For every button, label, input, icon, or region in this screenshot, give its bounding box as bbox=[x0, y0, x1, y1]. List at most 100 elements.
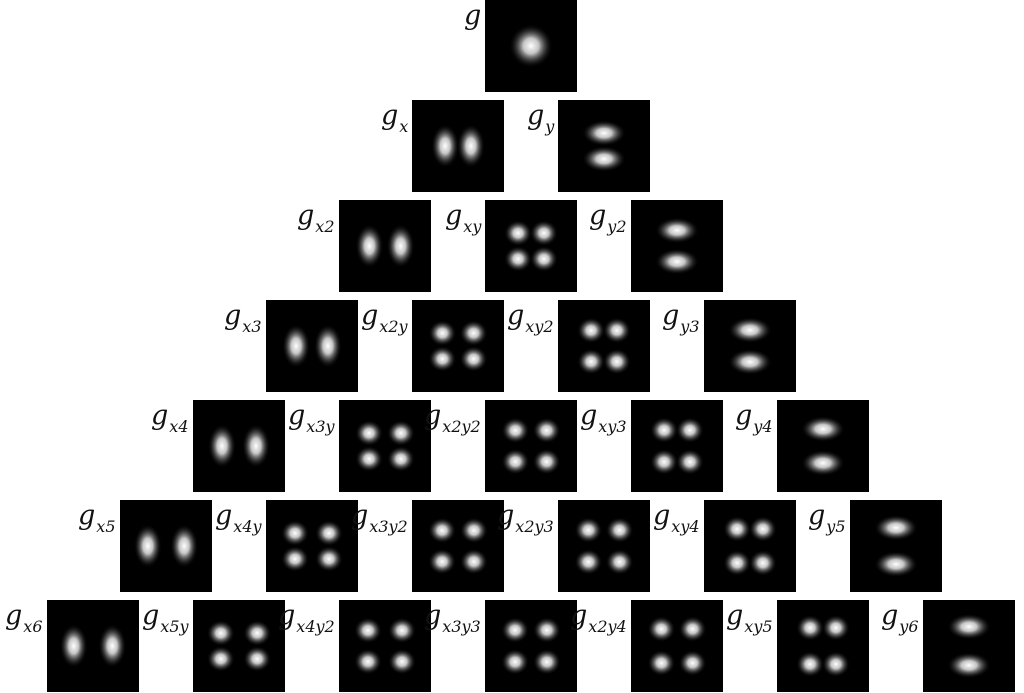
filter-lobe bbox=[428, 345, 457, 372]
filter-lobe bbox=[386, 420, 415, 447]
filter-tile bbox=[339, 600, 431, 692]
filter-lobe bbox=[501, 448, 530, 475]
filter-label: gy4 bbox=[735, 402, 773, 435]
filter-lobe bbox=[529, 220, 558, 247]
filter-label: gx3y2 bbox=[351, 502, 408, 535]
filter-label: gy3 bbox=[662, 300, 700, 335]
filter-lobe bbox=[428, 320, 457, 347]
filter-symbol: g bbox=[589, 200, 607, 231]
filter-lobe bbox=[243, 645, 272, 672]
filter-subscript: y6 bbox=[899, 617, 919, 636]
filter-lobe bbox=[501, 617, 530, 644]
filter-image bbox=[206, 620, 272, 672]
filter-lobe bbox=[428, 517, 457, 544]
filter-tile bbox=[704, 500, 796, 592]
filter-symbol: g bbox=[288, 400, 306, 431]
filter-label: gy6 bbox=[881, 602, 919, 635]
filter-lobe bbox=[459, 345, 488, 372]
filter-symbol: g bbox=[662, 300, 680, 331]
filter-lobe bbox=[647, 650, 676, 676]
filter-tile bbox=[339, 200, 431, 292]
filter-lobe bbox=[313, 324, 342, 368]
filter-lobe bbox=[282, 324, 311, 368]
filter-subscript: x4y bbox=[233, 517, 262, 536]
filter-lobe bbox=[504, 245, 533, 272]
filter-image bbox=[501, 417, 561, 475]
filter-tile bbox=[412, 300, 504, 392]
filter-label: gxy4 bbox=[653, 500, 700, 535]
filter-image bbox=[504, 220, 558, 272]
filter-symbol: g bbox=[278, 600, 296, 631]
filter-lobe bbox=[582, 120, 626, 147]
filter-tile bbox=[266, 300, 358, 392]
filter-subscript: xy5 bbox=[744, 617, 773, 636]
filter-symbol: g bbox=[653, 500, 671, 531]
filter-lobe bbox=[675, 417, 704, 444]
filter-image bbox=[509, 24, 553, 68]
filter-lobe bbox=[355, 420, 384, 447]
filter-lobe bbox=[315, 545, 343, 572]
filter-lobe bbox=[456, 124, 485, 168]
filter-lobe bbox=[133, 524, 162, 568]
filter-lobe bbox=[577, 317, 606, 344]
filter-image bbox=[59, 624, 127, 668]
filter-lobe bbox=[98, 624, 127, 668]
filter-subscript: x3 bbox=[242, 317, 262, 336]
filter-lobe bbox=[605, 517, 634, 544]
filter-subscript: x5 bbox=[96, 517, 116, 536]
filter-tile bbox=[558, 500, 650, 592]
filter-label: gx3y3 bbox=[424, 602, 481, 635]
filter-symbol: g bbox=[726, 600, 744, 631]
filter-lobe bbox=[315, 520, 343, 547]
filter-lobe bbox=[582, 145, 626, 172]
filter-image bbox=[431, 124, 485, 168]
filter-symbol: g bbox=[507, 300, 525, 331]
filter-lobe bbox=[574, 548, 603, 575]
filter-lobe bbox=[206, 620, 235, 647]
filter-lobe bbox=[728, 348, 772, 375]
filter-label: gx5 bbox=[78, 502, 116, 535]
filter-image bbox=[354, 617, 416, 675]
filter-lobe bbox=[947, 652, 991, 679]
filter-lobe bbox=[602, 348, 631, 375]
filter-symbol: g bbox=[464, 0, 482, 31]
filter-symbol: g bbox=[224, 300, 242, 331]
filter-lobe bbox=[748, 550, 777, 576]
filter-tile bbox=[485, 400, 577, 492]
filter-lobe bbox=[655, 217, 699, 244]
filter-image bbox=[801, 416, 845, 476]
filter-label: gx2 bbox=[297, 202, 335, 235]
filter-image bbox=[428, 320, 488, 372]
filter-image bbox=[947, 613, 991, 679]
filter-label: gy2 bbox=[589, 200, 627, 235]
filter-label: gx4 bbox=[151, 402, 189, 435]
filter-label: gx3y bbox=[288, 400, 335, 435]
filter-label: gx6 bbox=[5, 602, 43, 635]
filter-tile bbox=[631, 200, 723, 292]
filter-lobe bbox=[208, 424, 236, 468]
filter-lobe bbox=[428, 548, 457, 575]
filter-tile bbox=[485, 200, 577, 292]
filter-tile bbox=[339, 400, 431, 492]
filter-lobe bbox=[243, 620, 272, 647]
filter-lobe bbox=[655, 248, 699, 275]
filter-subscript: x3y3 bbox=[442, 617, 481, 636]
filter-label: gx2y4 bbox=[570, 602, 627, 635]
filter-image bbox=[281, 520, 343, 572]
filter-tile bbox=[47, 600, 139, 692]
filter-subscript: xy3 bbox=[598, 417, 627, 436]
filter-tile bbox=[485, 0, 577, 92]
filter-subscript: x3y2 bbox=[369, 517, 408, 536]
filter-lobe bbox=[874, 551, 918, 578]
filter-label: gy5 bbox=[808, 502, 846, 535]
filter-tile bbox=[412, 500, 504, 592]
filter-symbol: g bbox=[580, 400, 598, 431]
filter-subscript: x2y4 bbox=[588, 617, 627, 636]
filter-lobe bbox=[509, 24, 553, 68]
filter-tile bbox=[631, 600, 723, 692]
filter-lobe bbox=[532, 617, 561, 644]
filter-tile bbox=[193, 400, 285, 492]
filter-image bbox=[796, 614, 850, 678]
filter-image bbox=[647, 616, 707, 676]
filter-lobe bbox=[386, 445, 415, 472]
